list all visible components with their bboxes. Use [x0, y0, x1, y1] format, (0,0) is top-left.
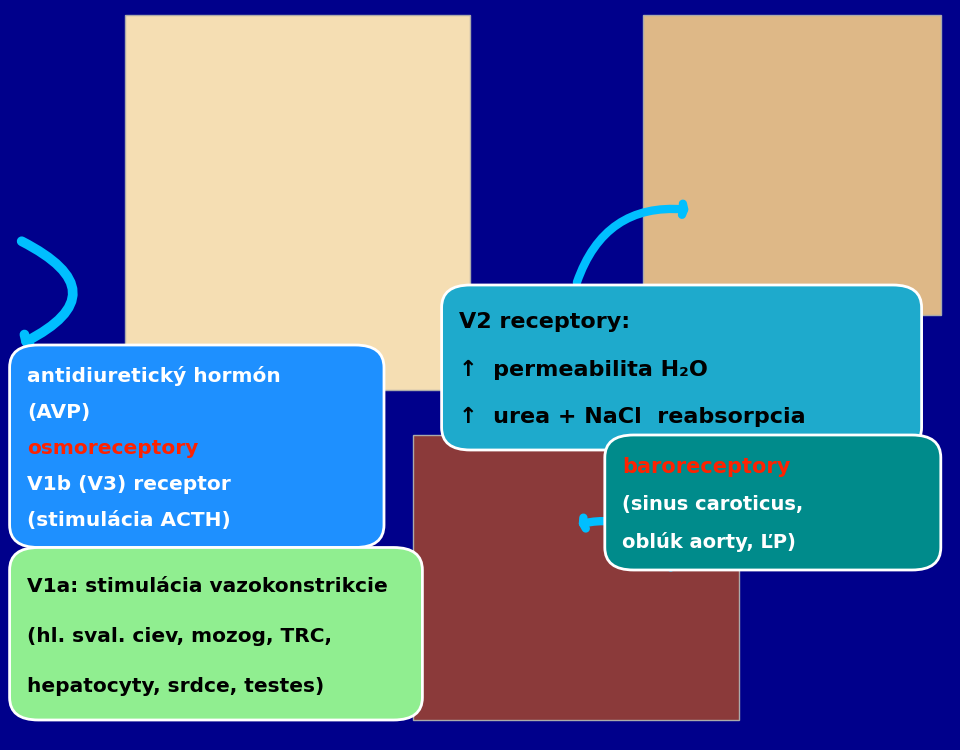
FancyBboxPatch shape: [10, 548, 422, 720]
Text: (stimulácia ACTH): (stimulácia ACTH): [27, 511, 230, 530]
Text: oblúk aorty, ĽP): oblúk aorty, ĽP): [622, 532, 796, 552]
Text: ↑  urea + NaCl  reabsorpcia: ↑ urea + NaCl reabsorpcia: [459, 407, 805, 428]
Text: V2 receptory:: V2 receptory:: [459, 312, 630, 332]
FancyBboxPatch shape: [605, 435, 941, 570]
Text: V1a: stimulácia vazokonstrikcie: V1a: stimulácia vazokonstrikcie: [27, 577, 388, 596]
Text: hepatocyty, srdce, testes): hepatocyty, srdce, testes): [27, 676, 324, 695]
FancyBboxPatch shape: [125, 15, 470, 390]
FancyBboxPatch shape: [442, 285, 922, 450]
Text: (AVP): (AVP): [27, 403, 90, 422]
Text: osmoreceptory: osmoreceptory: [27, 439, 199, 458]
Text: ↑  permeabilita H₂O: ↑ permeabilita H₂O: [459, 360, 708, 380]
FancyBboxPatch shape: [10, 345, 384, 548]
Text: (sinus caroticus,: (sinus caroticus,: [622, 495, 804, 514]
Text: baroreceptory: baroreceptory: [622, 458, 790, 477]
Text: V1b (V3) receptor: V1b (V3) receptor: [27, 475, 230, 494]
FancyBboxPatch shape: [643, 15, 941, 315]
FancyBboxPatch shape: [413, 435, 739, 720]
Text: antidiuretický hormón: antidiuretický hormón: [27, 367, 280, 386]
Text: (hl. sval. ciev, mozog, TRC,: (hl. sval. ciev, mozog, TRC,: [27, 626, 332, 646]
